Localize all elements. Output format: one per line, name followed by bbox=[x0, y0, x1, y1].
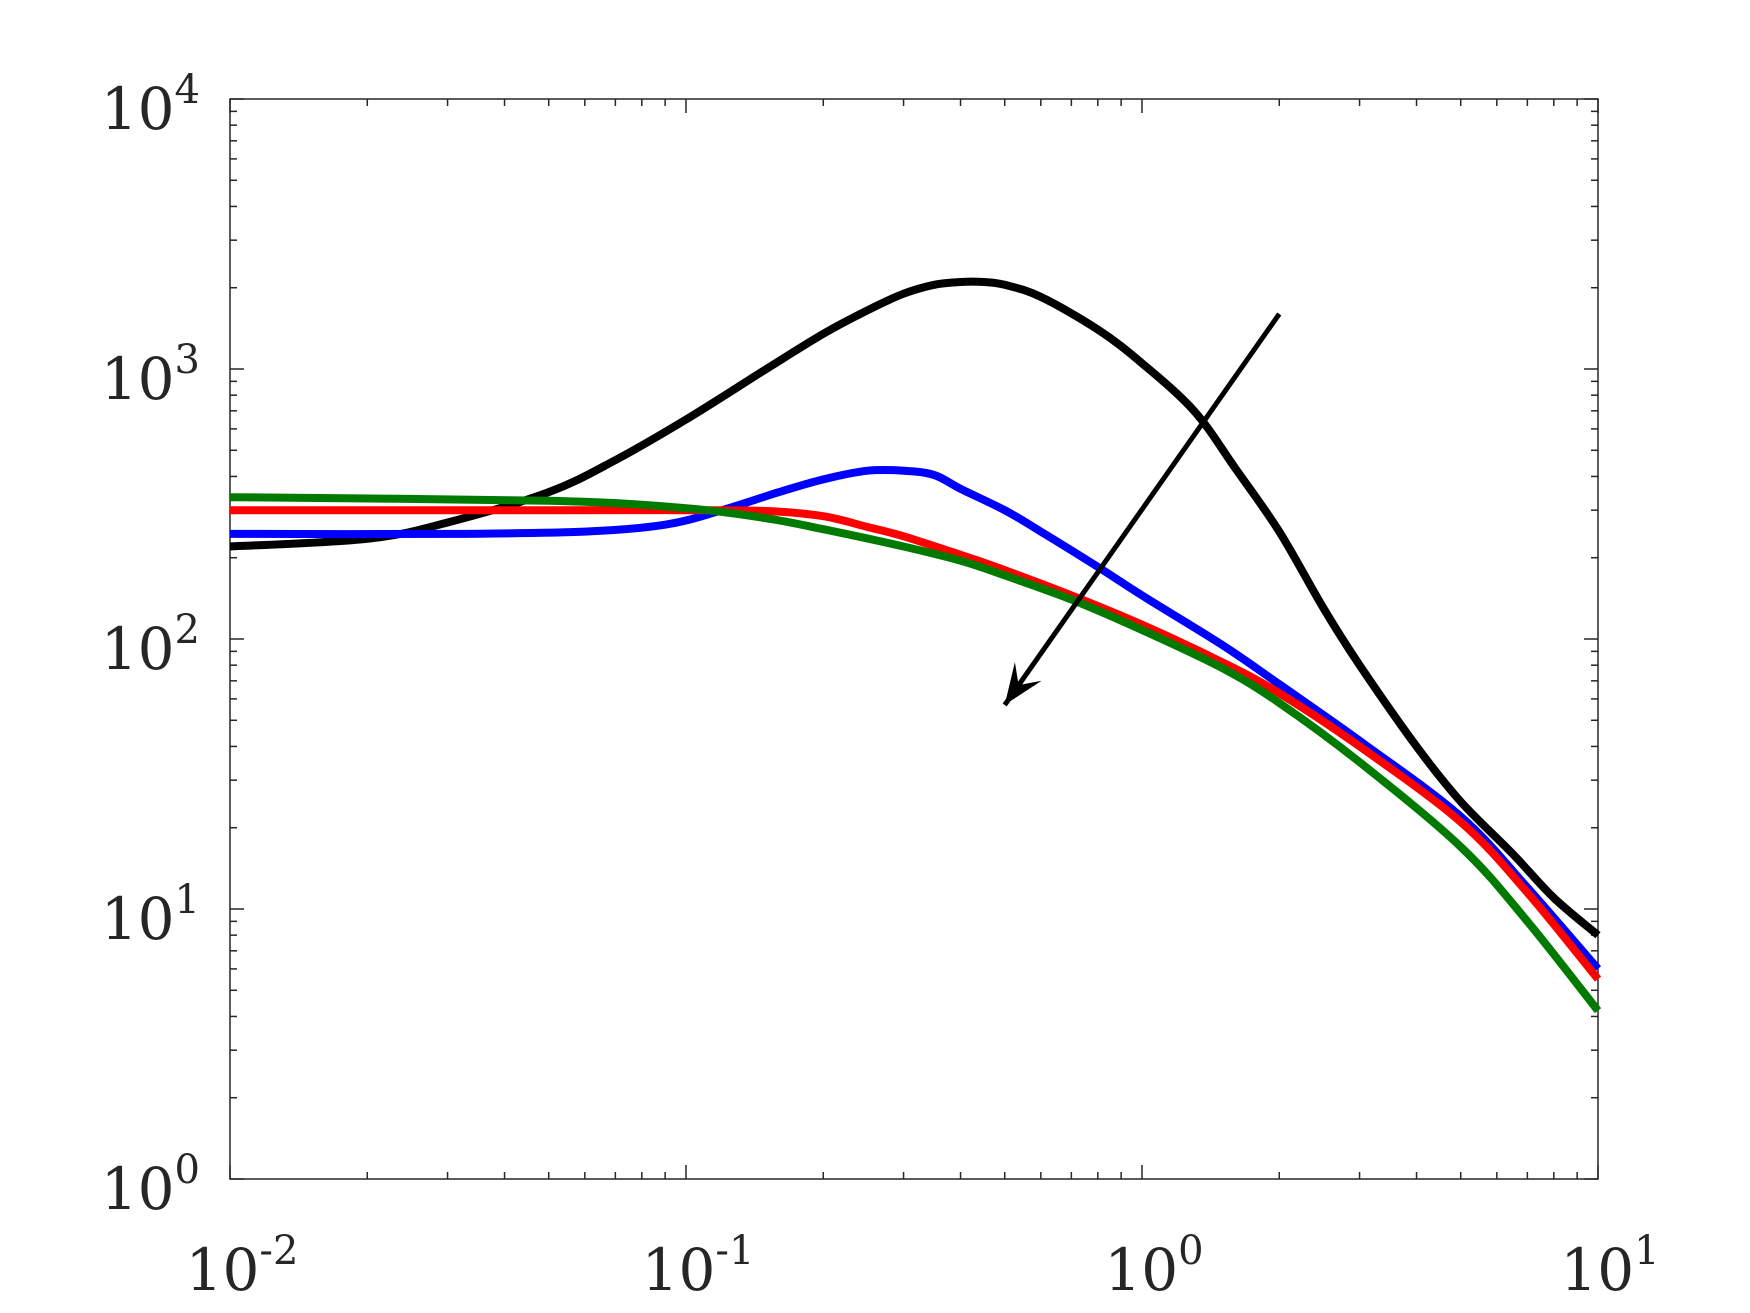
y-tick-label: 102 bbox=[101, 607, 200, 683]
series-line-blue bbox=[229, 465, 1602, 972]
trend-arrow-shaft bbox=[1002, 312, 1282, 707]
trend-arrow-head bbox=[1004, 662, 1042, 705]
axes bbox=[229, 98, 1599, 1180]
series-line-green bbox=[229, 493, 1602, 1014]
y-tick-label: 101 bbox=[101, 877, 200, 953]
series-line-black bbox=[229, 277, 1601, 939]
series-layer bbox=[229, 277, 1602, 1014]
annotation-layer bbox=[1002, 312, 1282, 707]
y-tick-label: 103 bbox=[101, 337, 200, 413]
y-tick-label: 100 bbox=[101, 1147, 200, 1223]
x-tick-label: 10-2 bbox=[186, 1228, 299, 1304]
tick-labels: 10-2 10-1 100 101 100 101 102 103 104 bbox=[101, 67, 1660, 1304]
plot-frame bbox=[229, 98, 1599, 1180]
y-tick-label: 104 bbox=[101, 67, 200, 143]
x-tick-label: 100 bbox=[1104, 1228, 1203, 1304]
series-line-red bbox=[230, 506, 1602, 982]
x-tick-label: 10-1 bbox=[642, 1228, 755, 1304]
x-tick-label: 101 bbox=[1560, 1228, 1659, 1304]
